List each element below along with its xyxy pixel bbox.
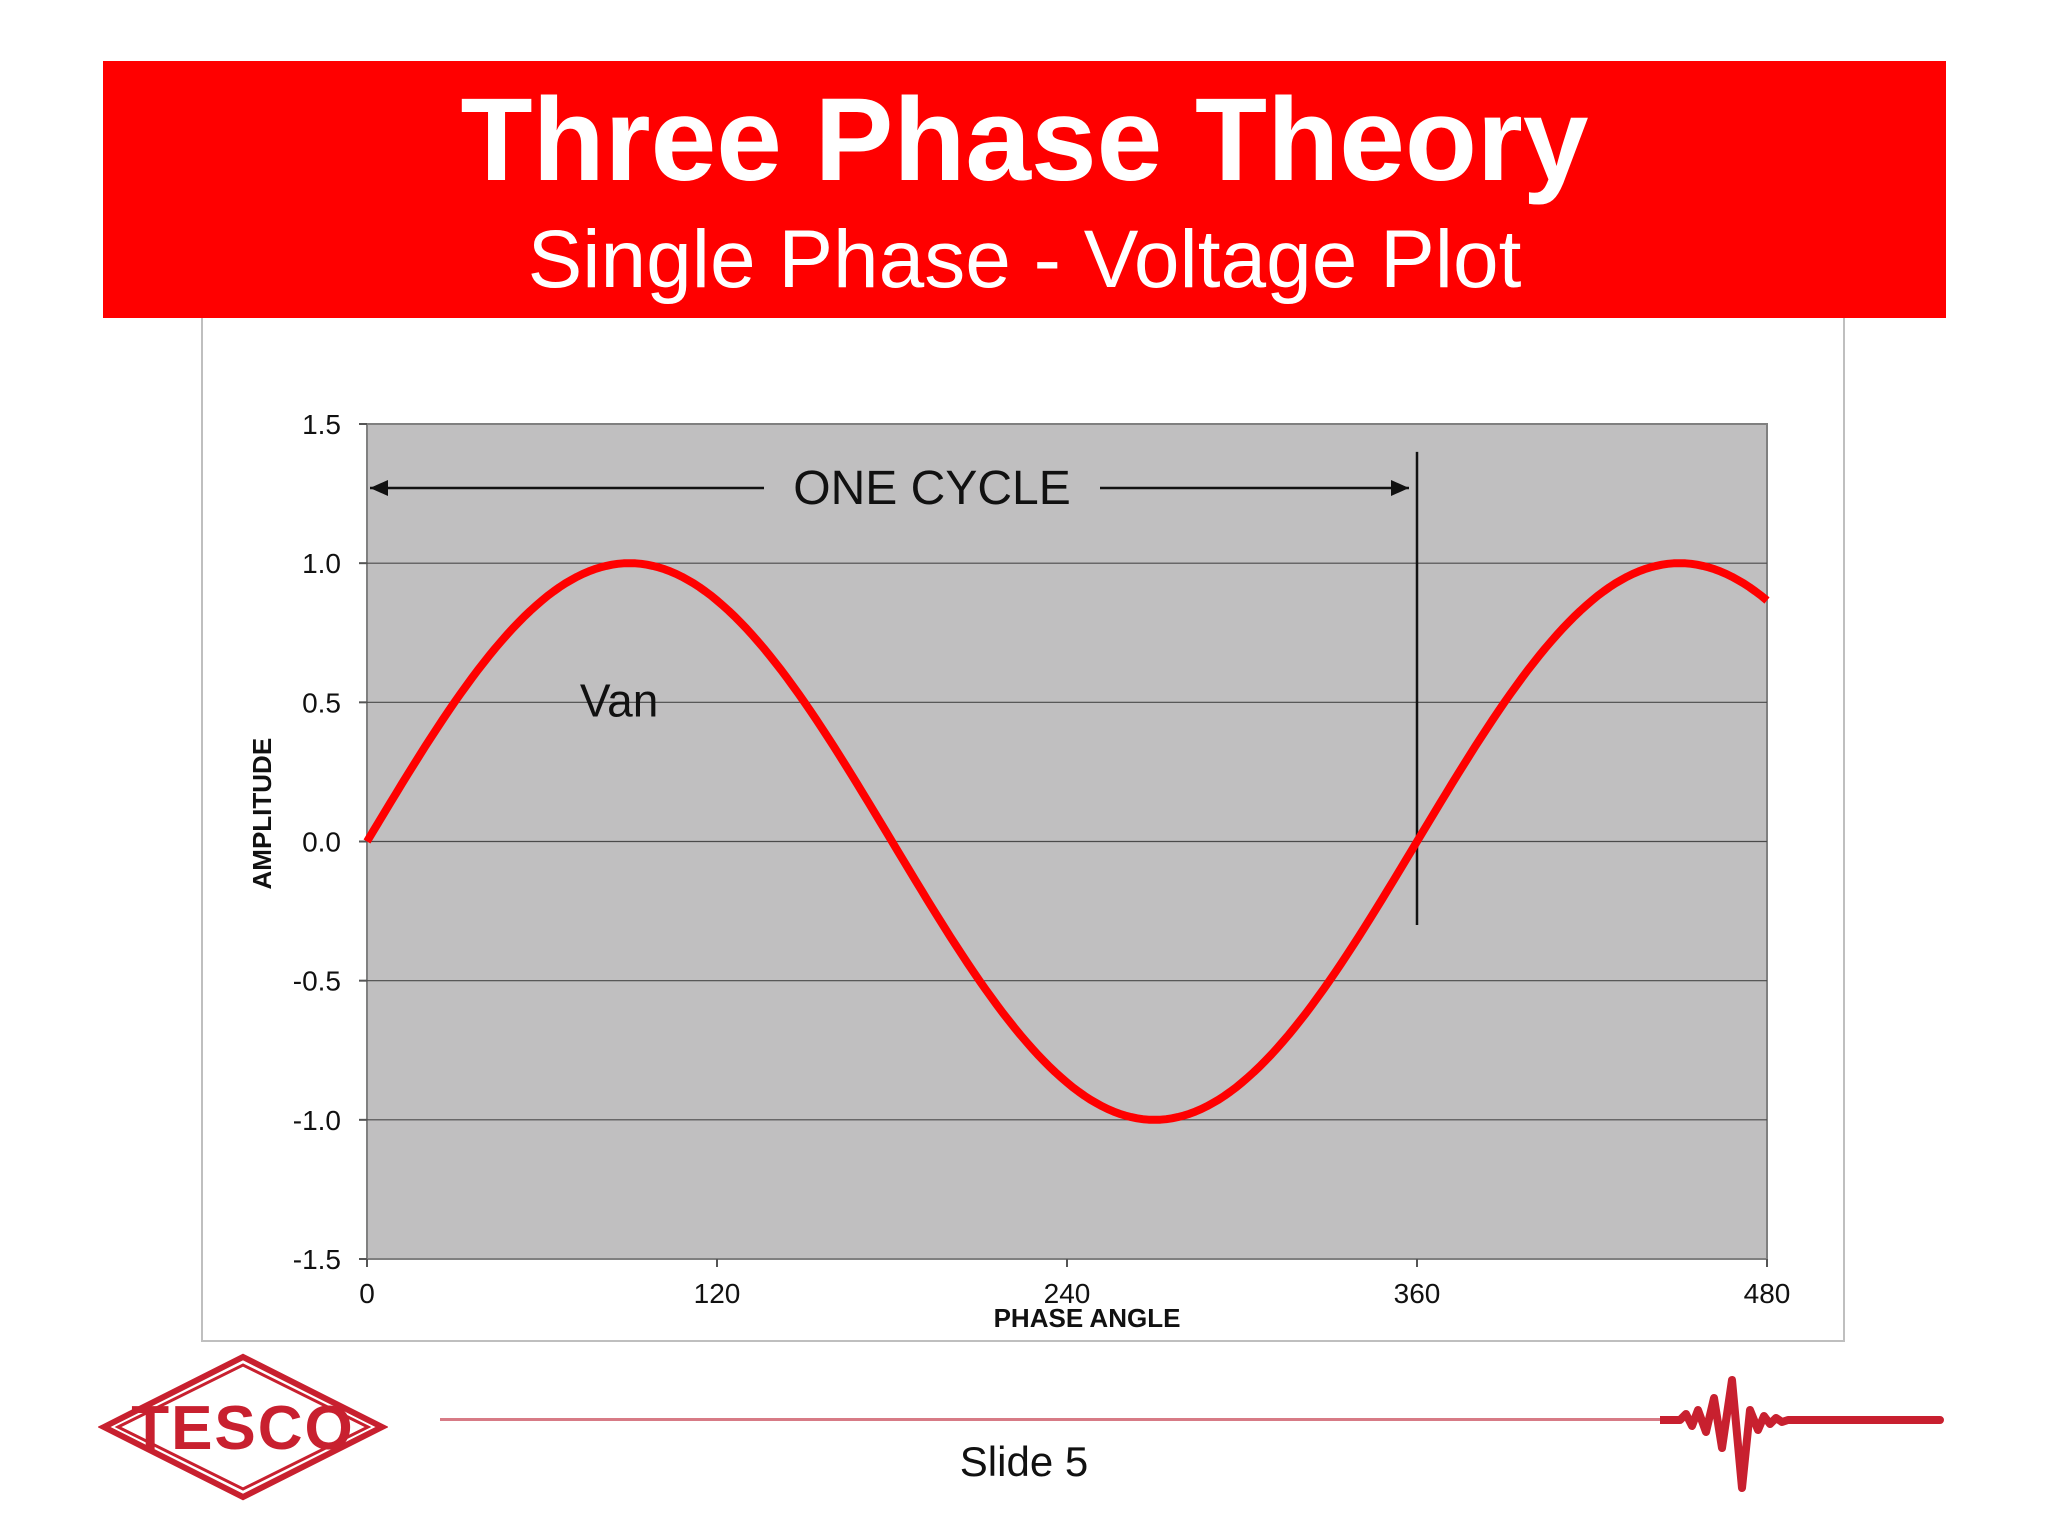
gridlines	[367, 562, 1767, 1121]
y-tick-label: 1.0	[302, 548, 341, 579]
x-tick-label: 0	[359, 1278, 375, 1309]
y-axis-ticks: 1.5 1.0 0.5 0.0 -0.5 -1.0 -1.5	[293, 409, 367, 1275]
arrow-right-head	[1391, 480, 1409, 497]
y-tick-label: 0.5	[302, 687, 341, 718]
x-axis-ticks: 0 120 240 360 480	[359, 1259, 1790, 1309]
wave-logo	[1660, 1376, 1944, 1492]
one-cycle-label: ONE CYCLE	[793, 462, 1070, 515]
slide-number: Slide 5	[959, 1438, 1089, 1485]
y-tick-label: 1.5	[302, 409, 341, 440]
slide-title: Three Phase Theory	[460, 74, 1589, 206]
title-banner: Three Phase Theory Single Phase - Voltag…	[103, 61, 1946, 318]
x-tick-label: 120	[694, 1278, 741, 1309]
y-tick-label: -1.5	[293, 1244, 341, 1275]
x-tick-label: 480	[1744, 1278, 1791, 1309]
series-label-van: Van	[580, 674, 658, 726]
logo-text: TESCO	[131, 1394, 355, 1463]
series-line-van	[363, 559, 1770, 1124]
y-tick-label: 0.0	[302, 827, 341, 858]
one-cycle-annotation: ONE CYCLE	[370, 462, 1409, 515]
y-tick-label: -1.0	[293, 1105, 341, 1136]
x-axis-label: PHASE ANGLE	[994, 1303, 1181, 1333]
footer-divider	[440, 1418, 1660, 1421]
x-tick-label: 360	[1394, 1278, 1441, 1309]
arrow-left-head	[370, 480, 388, 497]
x-tick-label: 240	[1044, 1278, 1091, 1309]
slide-subtitle: Single Phase - Voltage Plot	[527, 214, 1522, 305]
y-tick-label: -0.5	[293, 966, 341, 997]
y-axis-label: AMPLITUDE	[247, 738, 277, 890]
tesco-logo: TESCO	[98, 1353, 388, 1501]
